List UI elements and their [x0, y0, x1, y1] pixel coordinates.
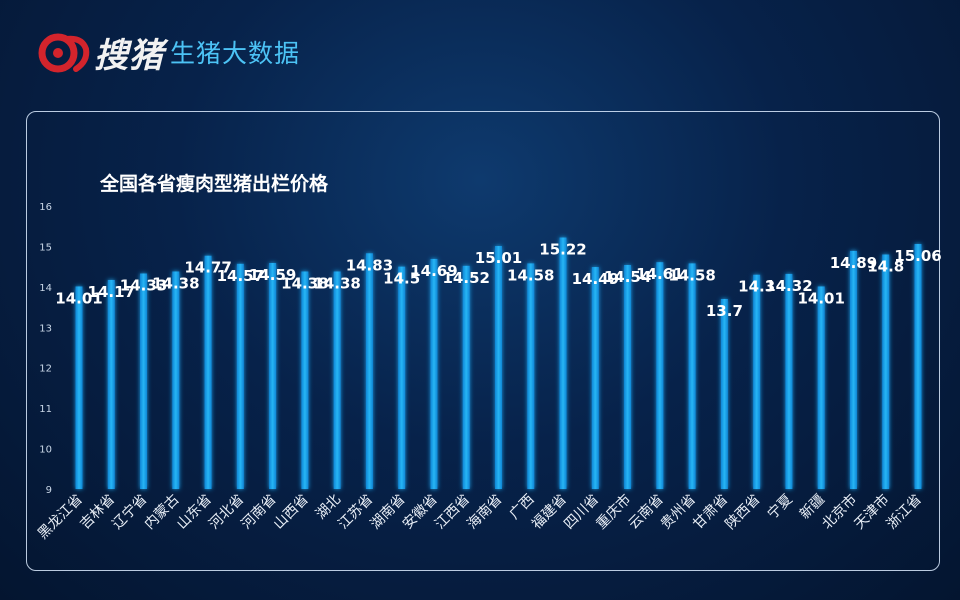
data-label: 14.77: [184, 259, 231, 277]
data-label: 14.89: [830, 254, 877, 272]
logo-mark-icon: [38, 33, 90, 73]
x-tick-label: 河北省: [206, 492, 247, 533]
bar: [172, 271, 180, 489]
data-label: 14.33: [120, 277, 167, 295]
x-tick-label: 河南省: [238, 492, 279, 533]
bar: [301, 271, 309, 489]
x-tick-label: 黑龙江省: [35, 492, 86, 543]
x-tick-label: 浙江省: [884, 492, 925, 533]
x-tick-label: 天津市: [851, 491, 893, 533]
bar: [559, 237, 567, 489]
bar: [527, 263, 535, 489]
y-tick-label: 9: [46, 485, 52, 496]
x-tick-label: 安徽省: [400, 492, 441, 533]
x-tick-label: 辽宁省: [109, 491, 151, 533]
bar: [656, 262, 664, 489]
chart-title: 全国各省瘦肉型猪出栏价格: [99, 172, 329, 195]
bar: [107, 279, 115, 489]
x-tick-label: 北京市: [819, 491, 861, 533]
bar: [269, 263, 277, 489]
bar: [75, 286, 83, 489]
x-tick-label: 宁夏: [764, 491, 796, 523]
bar: [720, 298, 728, 489]
x-tick-label: 福建省: [529, 492, 570, 533]
data-label: 14.38: [281, 274, 328, 292]
brand-subtitle: 生猪大数据: [170, 39, 301, 68]
data-label: 14.01: [797, 289, 844, 307]
logo: 搜猪 生猪大数据: [36, 28, 300, 76]
chart-panel: [26, 111, 940, 571]
data-label: 14.49: [572, 270, 619, 288]
bar: [365, 253, 373, 489]
x-tick-label: 湖南省: [368, 492, 409, 533]
data-label: 14.69: [410, 262, 457, 280]
bar: [688, 263, 696, 489]
data-label: 15.22: [539, 241, 586, 259]
y-tick-label: 12: [39, 364, 52, 375]
data-label: 15.01: [475, 249, 522, 267]
data-label: 14.38: [152, 274, 199, 292]
x-tick-label: 陕西省: [722, 492, 763, 533]
data-label: 14.17: [88, 283, 135, 301]
data-label: 14.57: [217, 267, 264, 285]
y-tick-label: 16: [39, 202, 52, 213]
bar: [914, 244, 922, 489]
data-label: 14.83: [346, 256, 393, 274]
bar: [882, 254, 890, 489]
x-tick-label: 内蒙古: [142, 492, 183, 533]
bar: [140, 273, 148, 489]
x-tick-label: 甘肃省: [690, 492, 731, 533]
brand-name: 搜猪: [94, 35, 164, 76]
x-tick-label: 云南省: [626, 492, 667, 533]
x-tick-label: 贵州省: [658, 492, 699, 533]
data-label: 14.5: [383, 270, 420, 288]
bar: [753, 274, 761, 489]
bar: [398, 266, 406, 489]
bar: [462, 265, 470, 489]
data-label: 14.3: [738, 278, 775, 296]
data-label: 14.61: [636, 265, 683, 283]
x-tick-label: 吉林省: [77, 492, 118, 533]
bar: [333, 271, 341, 489]
x-tick-label: 四川省: [561, 492, 602, 533]
x-tick-label: 山东省: [174, 492, 215, 533]
data-label: 14.32: [765, 277, 812, 295]
bar: [849, 250, 857, 489]
data-label: 13.7: [706, 302, 743, 320]
bar: [785, 273, 793, 489]
x-tick-label: 江苏省: [335, 492, 376, 533]
x-tick-label: 山西省: [271, 492, 312, 533]
bar: [591, 267, 599, 489]
bar: [624, 265, 632, 489]
x-tick-label: 海南省: [464, 492, 505, 533]
y-tick-label: 10: [39, 445, 52, 456]
bar: [817, 286, 825, 489]
data-label: 14.01: [55, 289, 102, 307]
data-label: 14.8: [867, 258, 904, 276]
y-tick-label: 15: [39, 242, 52, 253]
data-label: 14.38: [313, 274, 360, 292]
x-tick-label: 重庆市: [593, 491, 635, 533]
data-label: 15.06: [894, 247, 941, 265]
data-label: 14.58: [507, 266, 554, 284]
data-label: 14.52: [443, 269, 490, 287]
y-tick-label: 14: [39, 283, 52, 294]
bar: [204, 255, 212, 489]
bar: [236, 263, 244, 489]
bar: [495, 246, 502, 489]
y-tick-label: 13: [39, 323, 52, 334]
x-tick-label: 江西省: [432, 492, 473, 533]
bar: [430, 258, 438, 489]
data-label: 14.58: [668, 266, 715, 284]
data-label: 14.54: [604, 268, 651, 286]
y-tick-label: 11: [39, 404, 52, 415]
data-label: 14.59: [249, 266, 296, 284]
